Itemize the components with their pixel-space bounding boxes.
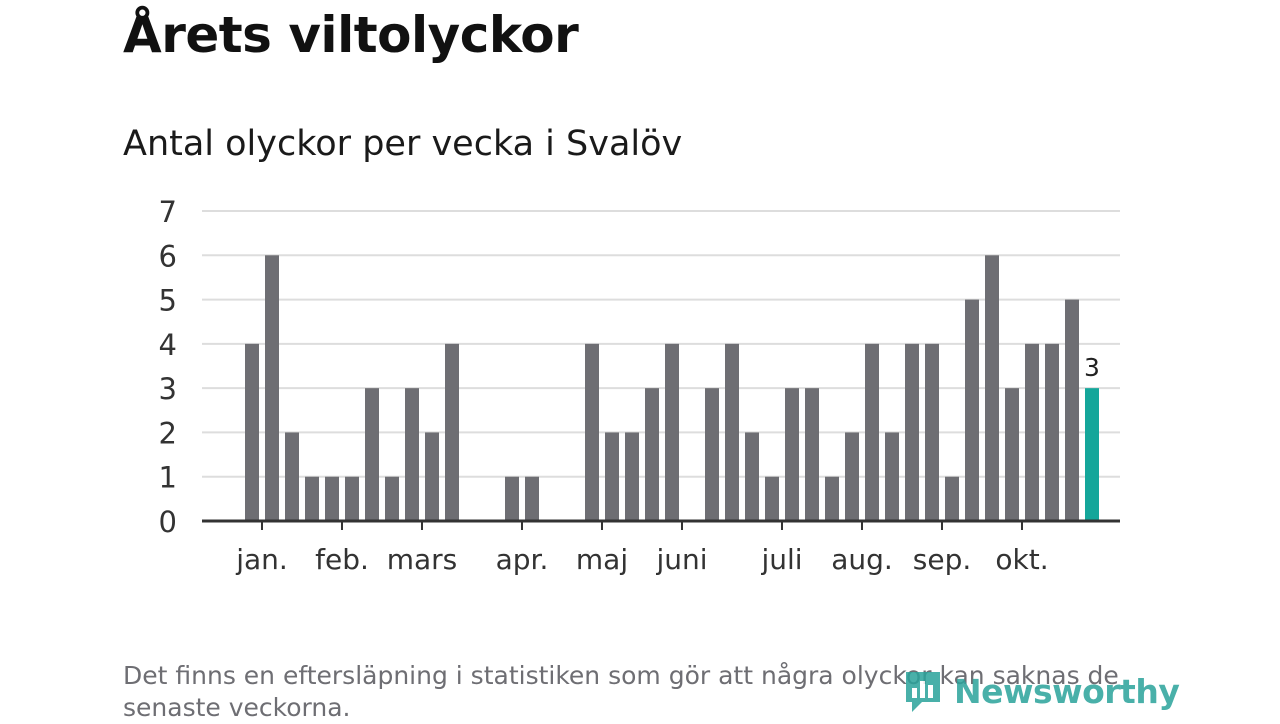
bar: [785, 388, 799, 521]
bar: [1065, 299, 1079, 521]
x-tick-label: aug.: [831, 543, 893, 576]
y-tick-label: 4: [159, 328, 177, 362]
bar: [445, 343, 459, 521]
chart-subtitle: Antal olyckor per vecka i Svalöv: [123, 124, 683, 164]
bar: [845, 432, 859, 521]
y-tick-label: 3: [159, 372, 177, 406]
y-tick-label: 0: [159, 505, 177, 539]
bar: [525, 476, 539, 521]
x-tick-label: mars: [387, 543, 458, 576]
bar: [425, 432, 439, 521]
bar: [705, 388, 719, 521]
bar: [385, 476, 399, 521]
bar: [1025, 343, 1039, 521]
bar: [1005, 388, 1019, 521]
data-label: 3: [1084, 353, 1100, 382]
bar: [625, 432, 639, 521]
bar-chart-logo-icon: [906, 672, 940, 712]
bar: [905, 343, 919, 521]
bar: [925, 343, 939, 521]
newsworthy-logo: Newsworthy: [902, 668, 1180, 714]
bar: [725, 343, 739, 521]
x-tick-label: maj: [576, 543, 628, 576]
brand-name: Newsworthy: [954, 671, 1180, 711]
chart-title: Årets viltolyckor: [123, 6, 579, 64]
bar: [505, 476, 519, 521]
footnote: Det finns en eftersläpning i statistiken…: [123, 661, 1119, 722]
bar: [965, 299, 979, 521]
y-tick-label: 7: [159, 195, 177, 229]
bar: [285, 432, 299, 521]
x-tick-label: sep.: [913, 543, 972, 576]
y-tick-label: 6: [159, 239, 177, 273]
x-tick-label: juni: [655, 543, 707, 576]
bar: [585, 343, 599, 521]
bar: [665, 343, 679, 521]
highlighted-bar: [1085, 388, 1099, 521]
bar: [805, 388, 819, 521]
bar: [945, 476, 959, 521]
bar: [365, 388, 379, 521]
bar: [405, 388, 419, 521]
bar: [325, 476, 339, 521]
bar: [885, 432, 899, 521]
bar: [865, 343, 879, 521]
y-tick-label: 1: [159, 461, 177, 495]
bar: [765, 476, 779, 521]
x-tick-label: feb.: [315, 543, 369, 576]
bar: [645, 388, 659, 521]
y-tick-label: 5: [159, 284, 177, 318]
x-tick-label: juli: [760, 543, 802, 576]
x-tick-label: apr.: [496, 543, 549, 576]
bar: [265, 255, 279, 522]
bar: [345, 476, 359, 521]
bar: [305, 476, 319, 521]
bar-chart: 0 1 2 3 4 5 6 7 3 jan. feb. mars apr. maj juni juli aug.…: [159, 195, 1120, 576]
bar: [825, 476, 839, 521]
bar: [245, 343, 259, 521]
bar: [605, 432, 619, 521]
x-tick-label: okt.: [995, 543, 1048, 576]
bar: [1045, 343, 1059, 521]
y-tick-label: 2: [159, 416, 177, 450]
bar: [745, 432, 759, 521]
bar: [985, 255, 999, 522]
x-tick-label: jan.: [235, 543, 288, 576]
